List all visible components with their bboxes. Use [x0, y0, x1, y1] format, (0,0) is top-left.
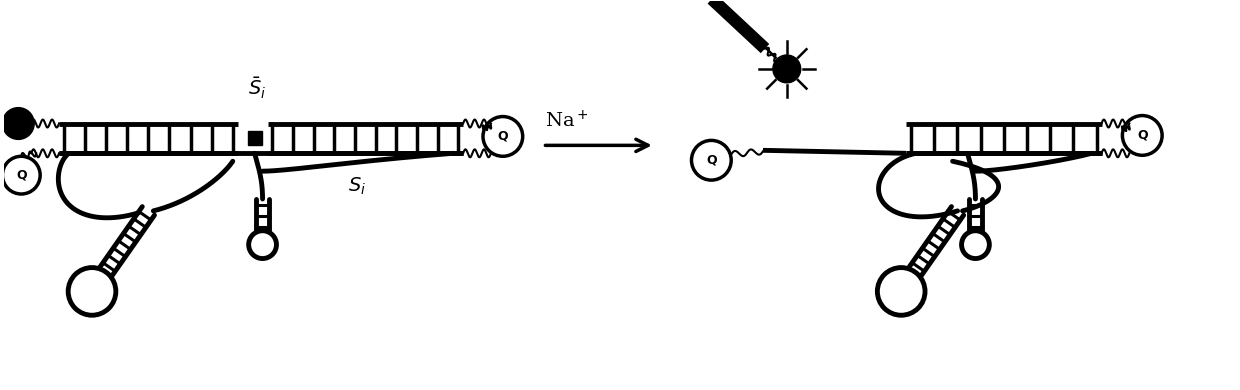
Text: Q: Q: [16, 168, 26, 182]
Text: $S_i$: $S_i$: [348, 176, 366, 197]
Text: Na$^+$: Na$^+$: [544, 110, 588, 131]
Text: Q: Q: [706, 154, 717, 167]
Circle shape: [2, 108, 35, 139]
Text: Q: Q: [497, 130, 508, 143]
Text: Q: Q: [1137, 129, 1147, 142]
Bar: [248, 131, 262, 145]
Text: $\bar{S}_i$: $\bar{S}_i$: [248, 76, 267, 101]
Circle shape: [773, 55, 801, 83]
